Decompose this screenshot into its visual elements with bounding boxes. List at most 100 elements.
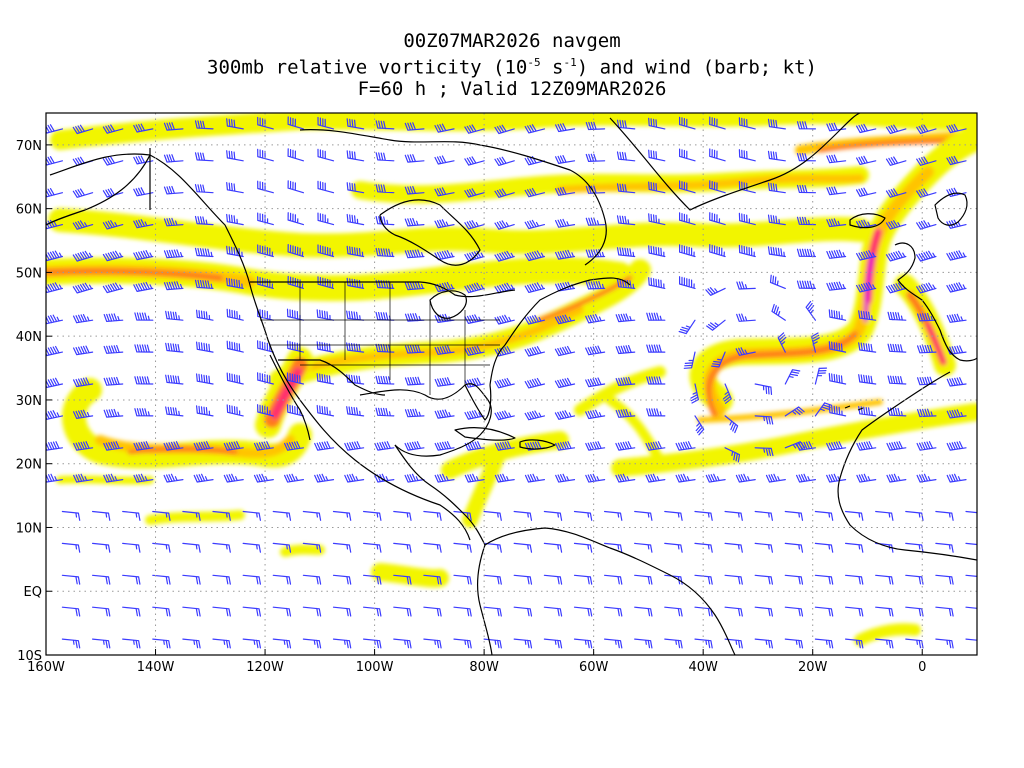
wind-barb: [856, 123, 877, 134]
wind-barb-stroke: [616, 247, 636, 258]
vort-baja-streak: [255, 347, 313, 438]
wind-barb: [182, 542, 201, 553]
wind-barb-stroke: [675, 473, 696, 483]
wind-barb-stroke: [845, 638, 864, 649]
wind-barb: [483, 574, 502, 585]
wind-barb: [664, 638, 683, 649]
wind-barb: [134, 344, 154, 353]
wind-barb-stroke: [483, 606, 502, 617]
wind-barb-stroke: [796, 280, 816, 289]
wind-barb: [524, 250, 545, 262]
wind-barb-stroke: [585, 441, 606, 451]
wind-barb-stroke: [332, 510, 352, 521]
coast-africa-west: [837, 371, 977, 561]
wind-barb: [344, 441, 365, 451]
wind-barb: [524, 219, 545, 230]
wind-barb-stroke: [226, 277, 244, 289]
wind-barb: [61, 510, 81, 521]
wind-barb: [272, 574, 292, 585]
lon-label-6: 40W: [688, 660, 718, 675]
wind-barb-stroke: [226, 372, 244, 385]
wind-barb-stroke: [314, 441, 335, 451]
wind-barb-stroke: [694, 542, 713, 553]
wind-barb: [103, 345, 124, 354]
wind-barb: [724, 574, 743, 585]
wind-barb: [103, 376, 124, 386]
wind-barb-stroke: [287, 180, 304, 194]
wind-barb-stroke: [242, 574, 261, 585]
wind-barb: [404, 344, 425, 354]
wind-barb-stroke: [73, 441, 94, 451]
wind-barb-stroke: [302, 510, 322, 521]
wind-barb-stroke: [826, 218, 847, 228]
wind-barb: [346, 213, 365, 226]
wind-barb-stroke: [223, 441, 244, 451]
wind-barb: [845, 574, 864, 585]
coast-gulf: [359, 383, 492, 457]
wind-barb: [875, 606, 894, 617]
wind-barb-stroke: [616, 119, 636, 130]
wind-barb: [524, 377, 545, 389]
wind-barb-stroke: [423, 606, 442, 617]
wind-barb-stroke: [92, 606, 111, 617]
wind-barb: [875, 574, 894, 585]
wind-barb: [616, 183, 636, 194]
wind-barb: [194, 215, 214, 226]
wind-barb: [738, 149, 756, 162]
wind-barb: [524, 410, 545, 421]
wind-barb-stroke: [709, 212, 726, 226]
wind-barb: [257, 148, 274, 162]
lon-label-2: 120W: [246, 660, 284, 675]
wind-barb-stroke: [212, 606, 231, 617]
wind-barb-stroke: [554, 345, 576, 357]
wind-barb: [152, 606, 171, 617]
wind-barb-stroke: [724, 574, 743, 585]
wind-barb: [464, 156, 485, 166]
wind-barb: [494, 250, 515, 262]
wind-barb-stroke: [464, 377, 485, 388]
wind-barb: [543, 638, 563, 649]
coast-hudson-bay: [379, 199, 481, 266]
wind-barb: [771, 303, 786, 321]
wind-barb: [965, 510, 977, 514]
wind-barb-stroke: [585, 377, 606, 388]
wind-barb-stroke: [678, 319, 696, 335]
wind-barb: [754, 574, 773, 585]
wind-barb: [828, 341, 847, 353]
wind-barb: [885, 250, 907, 262]
wind-barb: [193, 473, 214, 483]
wind-barb-stroke: [152, 542, 171, 553]
wind-barb: [483, 510, 502, 521]
wind-barb: [134, 376, 154, 385]
wind-barb: [494, 410, 515, 421]
wind-barb-stroke: [905, 574, 924, 585]
wind-barb: [585, 314, 606, 324]
wind-barb-stroke: [134, 312, 154, 321]
wind-barb: [102, 124, 124, 134]
wind-barb-stroke: [679, 276, 696, 289]
wind-barb: [886, 441, 907, 451]
wind-barb-stroke: [194, 279, 214, 289]
wind-barb-stroke: [133, 250, 154, 261]
wind-barb-stroke: [585, 314, 606, 324]
wind-barb: [709, 148, 726, 162]
wind-barb-stroke: [375, 120, 395, 130]
wind-barb-stroke: [524, 187, 545, 198]
wind-barb: [679, 180, 696, 194]
wind-barb: [886, 473, 907, 483]
wind-barb: [103, 441, 124, 451]
wind-barb: [814, 510, 834, 521]
wind-barb: [616, 215, 636, 226]
wind-barb: [856, 282, 877, 293]
wind-barb: [916, 473, 937, 483]
wind-barb: [212, 606, 231, 617]
wind-barb: [152, 542, 171, 553]
wind-barb: [738, 181, 756, 194]
wind-barb-stroke: [634, 574, 653, 585]
wind-barb-stroke: [917, 376, 937, 386]
wind-barb: [887, 343, 907, 353]
wind-barb: [212, 638, 231, 649]
wind-barb: [615, 409, 636, 418]
wind-barb-stroke: [404, 122, 425, 131]
wind-barb-stroke: [690, 383, 699, 404]
